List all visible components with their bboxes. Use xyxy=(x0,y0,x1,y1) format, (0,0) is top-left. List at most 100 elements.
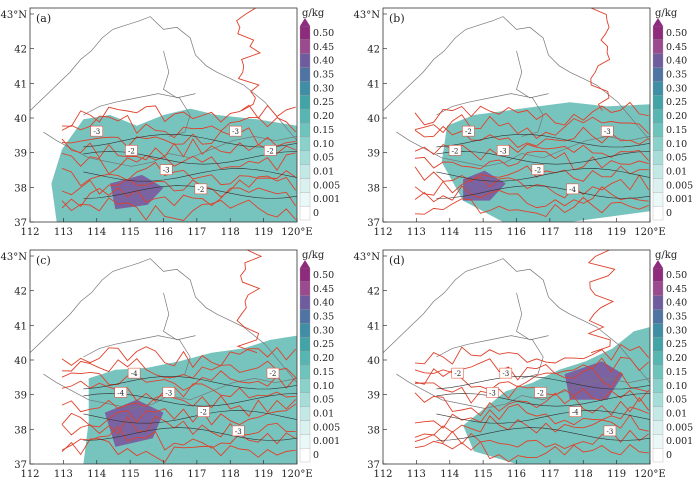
contour-label: -2 xyxy=(531,164,545,175)
colorbar-label: 0.01 xyxy=(666,409,687,420)
colorbar-swatch xyxy=(652,136,664,151)
x-tick-label: 115 xyxy=(474,469,493,480)
contour-label-text: -3 xyxy=(500,147,507,155)
vertical-velocity-contour xyxy=(414,403,649,429)
colorbar-label: 0.40 xyxy=(666,298,687,309)
contour-label-text: -3 xyxy=(604,128,611,136)
contour-label: -2 xyxy=(462,125,475,137)
colorbar-unit: g/kg xyxy=(655,250,678,261)
province-boundary xyxy=(383,258,650,383)
isoline xyxy=(83,151,297,165)
colorbar-swatch xyxy=(299,281,311,296)
vertical-velocity-contour xyxy=(61,187,297,209)
contour-label: -3 xyxy=(496,145,510,156)
contour-label: -4 xyxy=(127,367,141,379)
moisture-core-shading xyxy=(564,361,624,400)
contour-label: -2 xyxy=(197,406,210,417)
colorbar-label: 0.05 xyxy=(313,153,334,164)
x-tick-label: 120°E xyxy=(634,227,665,238)
y-tick-label: 37 xyxy=(367,218,380,229)
colorbar-label: 0.50 xyxy=(666,28,687,39)
colorbar-label: 0.10 xyxy=(666,381,687,392)
x-tick-label: 117 xyxy=(540,227,559,238)
contour-label: -2 xyxy=(448,145,462,156)
colorbar-label: 0.20 xyxy=(666,353,687,364)
colorbar-swatch xyxy=(299,136,311,151)
colorbar-swatch xyxy=(299,323,311,338)
colorbar-label: 0.35 xyxy=(666,312,687,323)
contour-label-text: -3 xyxy=(235,428,242,436)
vertical-velocity-contour xyxy=(414,343,650,365)
x-tick-label: 118 xyxy=(574,227,593,238)
moisture-shading xyxy=(441,102,650,222)
vertical-velocity-contour xyxy=(61,104,296,127)
colorbar-swatch xyxy=(299,164,311,179)
province-boundary xyxy=(383,16,650,141)
colorbar-swatch xyxy=(299,122,311,138)
isoline xyxy=(436,151,650,165)
isoline xyxy=(436,410,650,424)
colorbar-label: 0.50 xyxy=(313,270,334,281)
colorbar-swatch xyxy=(652,378,664,393)
province-boundary xyxy=(436,93,544,137)
moisture-shading xyxy=(463,327,650,464)
colorbar-swatch xyxy=(299,39,311,54)
colorbar-label: 0.01 xyxy=(666,167,687,178)
contour-label: -2 xyxy=(534,387,547,398)
vertical-velocity-contour xyxy=(414,150,649,171)
vertical-velocity-contour xyxy=(61,175,297,198)
colorbar-label: 0.45 xyxy=(666,42,687,53)
colorbar-label: 0.45 xyxy=(313,284,334,295)
province-boundary xyxy=(436,335,544,379)
colorbar-swatch xyxy=(652,39,664,54)
x-tick-label: 114 xyxy=(440,469,459,480)
contour-label: -3 xyxy=(232,425,245,437)
contour-label: -2 xyxy=(125,145,138,156)
x-tick-label: 115 xyxy=(121,227,140,238)
vertical-velocity-contour xyxy=(61,197,297,221)
contour-label-text: -4 xyxy=(131,370,138,378)
contour-label: -3 xyxy=(486,387,499,398)
contour-label-text: -4 xyxy=(117,389,124,397)
colorbar-swatch xyxy=(299,392,311,407)
colorbar-label: 0.50 xyxy=(313,28,334,39)
map-panel-a: -3 -2 -3 -2 -3 -2 (a) 112 113 114 115 116 117 118 119 1… xyxy=(1,7,340,238)
colorbar: 0.50 0.45 0.40 0.35 0.30 0.25 0.20 0.15 0.10 0.05… xyxy=(652,250,693,463)
x-tick-label: 113 xyxy=(54,227,73,238)
colorbar-label: 0.30 xyxy=(666,325,687,336)
y-tick-label: 40 xyxy=(14,356,27,367)
x-tick-label: 115 xyxy=(474,227,493,238)
colorbar-label: 0.15 xyxy=(666,125,687,136)
y-tick-label: 42 xyxy=(14,45,27,56)
isoline xyxy=(83,185,297,199)
contour-label-text: -2 xyxy=(200,409,207,417)
contour-label-text: -2 xyxy=(537,389,544,397)
colorbar-swatch xyxy=(652,337,664,352)
colorbar-label: 0 xyxy=(313,208,319,219)
y-tick-label: 43°N xyxy=(1,10,28,21)
colorbar-label: 0.35 xyxy=(313,312,334,323)
vertical-velocity-contour xyxy=(414,382,650,404)
vertical-velocity-contour xyxy=(61,415,296,438)
colorbar-swatch xyxy=(299,192,311,207)
colorbar-swatch xyxy=(299,25,311,41)
province-boundary xyxy=(516,292,549,341)
colorbar-swatch xyxy=(299,53,311,68)
colorbar-label: 0.20 xyxy=(666,111,687,122)
vertical-velocity-contour xyxy=(61,403,296,428)
x-tick-label: 117 xyxy=(187,469,206,480)
colorbar-swatch xyxy=(652,392,664,407)
colorbar-label: 0.20 xyxy=(313,353,334,364)
colorbar-label: 0.005 xyxy=(666,180,693,191)
colorbar-label: 0.25 xyxy=(666,339,687,350)
vertical-velocity-contour xyxy=(414,392,650,417)
x-tick-label: 112 xyxy=(20,469,39,480)
x-tick-label: 116 xyxy=(507,227,526,238)
province-boundary xyxy=(83,335,191,379)
isoline xyxy=(83,376,297,390)
contour-label: -2 xyxy=(194,183,208,195)
colorbar: 0.50 0.45 0.40 0.35 0.30 0.25 0.20 0.15 0.10 0.05… xyxy=(299,8,340,221)
colorbar-label: 0.10 xyxy=(666,139,687,150)
colorbar-swatch xyxy=(652,67,664,82)
x-tick-label: 113 xyxy=(407,227,426,238)
